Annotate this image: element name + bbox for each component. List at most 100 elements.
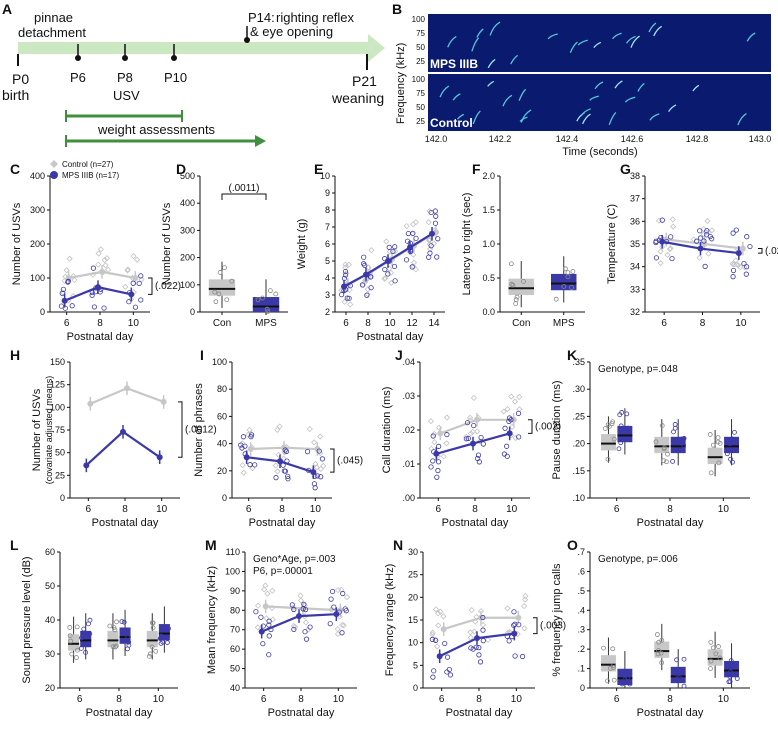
x-tick-label: 10: [506, 504, 518, 515]
data-point: [110, 644, 116, 650]
usv-call-trace: [580, 108, 591, 117]
x-axis-label: Postnatal day: [268, 707, 335, 719]
data-point: [656, 648, 661, 654]
data-point: [302, 619, 310, 626]
y-axis-label: Mean frequency (kHz): [206, 566, 218, 674]
data-point: [363, 276, 370, 284]
data-point: [264, 590, 271, 597]
data-point: [653, 439, 659, 445]
data-point: [653, 239, 659, 246]
data-point: [627, 681, 633, 687]
x-tick-label: 8: [476, 694, 482, 705]
data-point: [95, 250, 102, 257]
usv-call-trace: [612, 32, 622, 40]
data-point: [320, 462, 327, 469]
data-point: [730, 267, 737, 274]
usv-call-trace: [668, 104, 677, 112]
x-tick-label: 6: [246, 504, 252, 515]
data-point: [665, 451, 670, 457]
series-point: [433, 450, 440, 457]
timeline-label: P0: [12, 71, 29, 87]
usv-call-trace: [746, 32, 756, 42]
x-tick-label: 8: [472, 504, 478, 515]
data-point: [605, 678, 610, 684]
data-point: [341, 298, 348, 305]
chart-e: E 2 3 4 5 6 7 8 9 10 6 8 10 12 14 Postnatal day Weight (…: [296, 161, 445, 343]
spectro-ytick: 100: [412, 75, 426, 84]
data-point: [664, 251, 671, 258]
series-point: [470, 440, 476, 447]
data-point: [101, 256, 108, 264]
data-point: [704, 217, 711, 225]
x-tick-label: 6: [661, 318, 667, 329]
timeline-label: P8: [117, 70, 133, 85]
data-point: [727, 441, 733, 447]
data-point: [217, 270, 223, 275]
usv-call-trace: [439, 85, 450, 98]
y-tick-label: 30: [408, 547, 418, 557]
y-axis-label: Latency to right (sec): [461, 193, 473, 296]
data-point: [265, 309, 271, 315]
data-point: [516, 622, 522, 628]
y-tick-label: .03: [402, 391, 415, 401]
data-point: [476, 459, 482, 465]
data-point: [258, 614, 264, 620]
y-tick-label: 6: [325, 239, 330, 249]
data-point: [240, 434, 247, 440]
data-point: [658, 650, 664, 656]
significance-label: (.021): [765, 246, 778, 257]
data-point: [701, 238, 707, 244]
series-point: [739, 245, 746, 252]
data-point: [474, 428, 481, 435]
data-point: [433, 637, 439, 643]
data-point: [126, 639, 132, 645]
spectrogram-control: [428, 74, 771, 131]
data-point: [522, 596, 529, 603]
data-point: [616, 446, 622, 452]
usv-call-trace: [649, 113, 660, 121]
data-point: [601, 645, 606, 651]
y-tick-label: 75: [55, 425, 65, 435]
spectro-ytick: 50: [416, 43, 425, 52]
series-point: [156, 454, 163, 461]
data-point: [124, 267, 131, 274]
x-tick-label: 6: [343, 318, 349, 329]
data-point: [101, 305, 107, 311]
data-point: [297, 597, 305, 604]
data-point: [149, 644, 155, 650]
data-point: [95, 261, 102, 268]
data-point: [283, 448, 290, 454]
data-point: [302, 629, 308, 635]
data-point: [434, 474, 440, 480]
data-point: [409, 264, 415, 270]
data-point: [121, 628, 127, 634]
y-tick-label: .20: [572, 439, 585, 449]
series-point: [735, 250, 742, 257]
box: [670, 666, 686, 684]
data-point: [484, 636, 492, 643]
x-axis-label: Postnatal day: [442, 517, 509, 529]
data-point: [744, 234, 750, 240]
data-point: [432, 606, 440, 613]
y-tick-label: .01: [402, 459, 415, 469]
data-point: [553, 296, 559, 302]
data-point: [730, 230, 736, 236]
y-tick-label: 1.5: [482, 205, 495, 215]
data-point: [318, 474, 324, 480]
data-point: [383, 238, 390, 245]
usv-call-trace: [456, 113, 465, 120]
data-point: [328, 596, 334, 602]
data-point: [661, 458, 667, 464]
chart-j: J .00 .01 .02 .03 .04 6 8 10 Postnatal day Call du…: [381, 347, 561, 529]
chart-subtitle: P6, p=.00001: [253, 566, 313, 577]
y-axis-label: Temperature (C): [606, 204, 618, 284]
data-point: [63, 267, 70, 274]
data-point: [368, 247, 375, 254]
data-point: [255, 602, 262, 609]
series-point: [437, 430, 444, 437]
data-point: [334, 586, 342, 594]
x-tick-label: 10: [310, 504, 322, 515]
timeline-label: USV: [113, 88, 140, 103]
x-axis-label: Postnatal day: [637, 707, 704, 719]
series-point: [132, 275, 139, 281]
